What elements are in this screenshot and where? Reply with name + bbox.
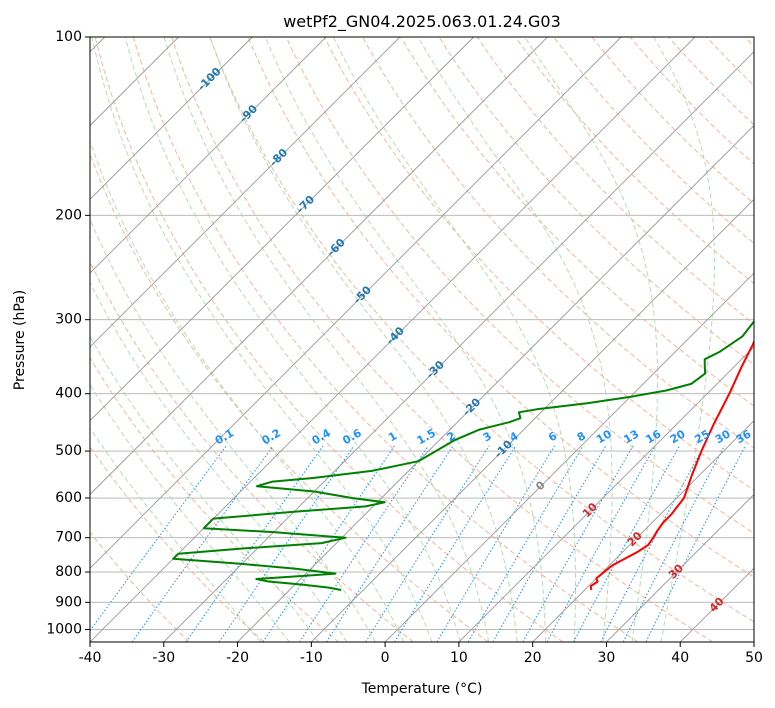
x-tick-label: 30 (598, 650, 616, 666)
x-tick-label: 0 (381, 650, 390, 666)
isotherm-line (237, 124, 754, 642)
chart-title: wetPf2_GN04.2025.063.01.24.G03 (283, 12, 561, 32)
moist-adiabat-line (90, 218, 376, 642)
isotherm-line (90, 37, 401, 348)
x-tick-label: 50 (745, 650, 763, 666)
mixing-ratio-line (522, 445, 634, 642)
moist-adiabats (90, 37, 715, 642)
moist-adiabat-line (90, 427, 261, 642)
y-tick-label: 200 (55, 207, 82, 223)
dewpoint-profile-line (172, 319, 754, 591)
moist-adiabat-line (124, 37, 461, 642)
y-tick-label: 600 (55, 490, 82, 506)
moist-adiabat-line (332, 37, 576, 642)
dry-adiabat-line (94, 37, 564, 642)
mixing-ratio-line (492, 445, 607, 642)
dry-adiabat-line (362, 37, 754, 449)
mixing-ratio-line (573, 445, 680, 642)
dry-adiabat-line (515, 37, 754, 285)
y-tick-label: 1000 (46, 621, 82, 637)
moist-adiabat-line (417, 37, 613, 642)
mixing-ratio-line (436, 445, 555, 642)
isotherm-line (606, 493, 754, 642)
moist-adiabat-line (90, 335, 319, 642)
y-tick-label: 300 (55, 312, 82, 328)
isotherm-line (90, 37, 548, 496)
x-tick-label: 20 (524, 650, 542, 666)
moist-adiabat-line (90, 281, 348, 642)
moist-adiabat-line (90, 383, 290, 642)
mixing-ratio-line (546, 445, 656, 642)
dry-adiabat-line (323, 37, 754, 491)
isotherm-line (311, 198, 754, 642)
x-axis-label: Temperature (°C) (361, 681, 483, 697)
y-tick-label: 700 (55, 530, 82, 546)
isotherm-line (532, 420, 754, 642)
moist-adiabat-line (91, 37, 433, 642)
moist-adiabat-line (163, 37, 490, 642)
y-tick-label: 400 (55, 386, 82, 402)
mixing-ratio-line (467, 445, 584, 642)
moist-adiabat-line (90, 139, 405, 642)
mixing-ratio-line (262, 445, 395, 642)
isotherm-line (163, 51, 754, 642)
moist-adiabat-line (524, 37, 658, 642)
dry-adiabat-line (438, 37, 754, 366)
isotherm-line (90, 37, 696, 642)
sounding-profiles (172, 319, 754, 591)
moist-adiabat-line (264, 37, 547, 642)
isotherm-line (90, 37, 474, 422)
y-tick-label: 800 (55, 564, 82, 580)
moist-adiabat-line (653, 37, 715, 642)
x-tick-label: -20 (226, 650, 249, 666)
x-tick-label: 10 (450, 650, 468, 666)
y-tick-label: 900 (55, 594, 82, 610)
mixing-ratio-line (325, 445, 454, 642)
y-axis-label: Pressure (hPa) (12, 290, 28, 390)
x-tick-label: -30 (152, 650, 175, 666)
y-axis-ticks: 100 200 300 400 500 600 700 800 900 1000 (46, 29, 90, 637)
isotherm-line (90, 37, 327, 274)
mixing-ratio-line (185, 445, 324, 642)
dry-adiabat-line (90, 531, 190, 642)
moist-adiabat-line (209, 37, 518, 642)
mixing-ratio-line (131, 445, 274, 642)
dry-adiabat-line (171, 37, 713, 642)
isotherm-line (90, 37, 253, 200)
mixing-ratio-line (645, 445, 746, 642)
x-tick-label: -10 (300, 650, 323, 666)
plot-frame (89, 36, 755, 643)
dry-adiabat-line (90, 152, 489, 642)
x-axis-ticks: -40 -30 -20 -10 0 10 20 30 40 50 (79, 642, 763, 666)
mixing-ratio-line (218, 445, 355, 642)
isotherm-line (384, 272, 754, 642)
temperature-profile-line (589, 339, 754, 591)
dry-adiabat-line (90, 356, 339, 642)
horizontal-gridlines (90, 37, 754, 630)
dry-adiabat-line (132, 37, 639, 642)
x-tick-label: 40 (671, 650, 689, 666)
y-tick-label: 100 (55, 29, 82, 45)
dry-adiabat-line (90, 446, 265, 642)
dry-adiabat-line (209, 37, 754, 623)
mixing-ratio-line (90, 445, 227, 632)
isotherm-line (458, 346, 754, 642)
isotherm-line (90, 37, 622, 569)
x-tick-label: -40 (79, 650, 102, 666)
mixing-ratio-line (365, 445, 490, 642)
y-tick-label: 500 (55, 443, 82, 459)
isotherms (90, 37, 754, 642)
mixing-ratio-line (299, 445, 429, 642)
